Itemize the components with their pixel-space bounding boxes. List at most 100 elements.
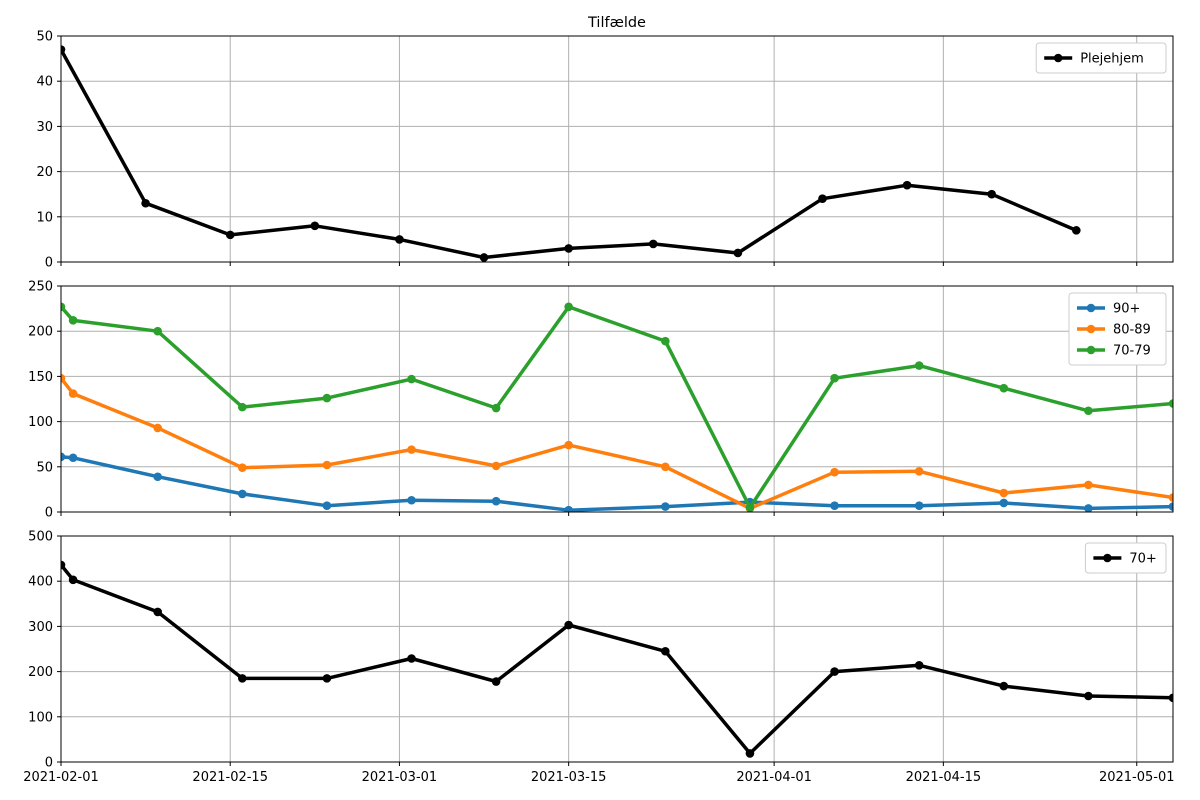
data-point — [238, 402, 247, 412]
data-point — [661, 502, 670, 511]
data-point — [999, 498, 1009, 508]
data-point — [1084, 480, 1093, 490]
plot-frame — [60, 285, 1174, 513]
legend: 90+ 80-89 70-79 — [1068, 292, 1167, 366]
data-point — [999, 488, 1009, 498]
x-tick-label: 2021-03-15 — [531, 770, 607, 785]
legend-box — [1035, 42, 1167, 74]
data-point — [238, 674, 247, 683]
data-point — [564, 620, 573, 630]
legend-label: Plejehjem — [1080, 52, 1144, 67]
grid-panel-3 — [60, 535, 1173, 763]
data-point — [902, 180, 912, 190]
y-tick-label: 0 — [45, 256, 53, 271]
data-point — [1084, 691, 1093, 701]
legend-label: 70+ — [1129, 552, 1156, 567]
y-tick-label: 200 — [28, 665, 53, 680]
grid-panel-2 — [60, 285, 1173, 513]
y-tick-label: 20 — [36, 165, 53, 180]
data-point — [238, 489, 247, 499]
data-point — [564, 244, 573, 253]
data-point — [61, 373, 66, 383]
panel-3: 0 100 200 300 400 500 2021-02-01 2021-02-15 2021… — [23, 530, 1175, 786]
data-point — [407, 495, 416, 505]
data-point — [407, 374, 416, 384]
data-point — [153, 607, 162, 617]
y-tick-label: 50 — [36, 460, 53, 475]
y-tick-label: 250 — [28, 280, 53, 295]
series-line-80-89 — [61, 377, 1173, 511]
grid-panel-1 — [60, 35, 1173, 263]
plot-frame — [60, 535, 1174, 763]
plot-frame — [60, 35, 1174, 263]
data-point — [61, 452, 66, 462]
data-point — [830, 373, 839, 383]
data-point — [141, 198, 150, 208]
data-point — [1084, 504, 1093, 512]
data-point — [818, 194, 827, 204]
data-point — [310, 221, 320, 231]
data-point — [999, 681, 1009, 691]
y-tick-label: 0 — [45, 506, 53, 521]
data-point — [564, 505, 573, 512]
data-point — [661, 646, 670, 656]
data-point — [322, 674, 332, 683]
y-tick-label: 500 — [28, 530, 53, 545]
y-tick-label: 100 — [28, 415, 53, 430]
data-point — [153, 423, 162, 433]
x-tick-label: 2021-02-15 — [192, 770, 268, 785]
data-point — [1084, 406, 1093, 416]
data-point — [1072, 226, 1081, 235]
data-point — [745, 503, 755, 512]
data-point — [153, 472, 162, 482]
y-tick-label: 300 — [28, 620, 53, 635]
legend-box — [1084, 542, 1167, 574]
y-tick-label: 150 — [28, 370, 53, 385]
data-point — [661, 462, 670, 472]
data-point — [68, 389, 78, 398]
data-point — [238, 463, 247, 473]
data-point — [1168, 502, 1173, 511]
y-tick-label: 200 — [28, 325, 53, 340]
data-point — [479, 253, 489, 262]
panels: 0 10 20 30 40 50 Plejehjem 0 50 100 150 200 250 90+ 80… — [23, 30, 1175, 786]
series-group — [61, 45, 1081, 262]
legend-label: 70-79 — [1113, 344, 1151, 359]
data-point — [999, 383, 1009, 393]
data-point — [564, 440, 573, 450]
data-point — [914, 467, 924, 476]
data-point — [407, 445, 416, 454]
data-point — [491, 496, 501, 506]
data-point — [68, 575, 78, 585]
data-point — [322, 501, 332, 510]
data-point — [914, 660, 924, 670]
y-tick-label: 0 — [45, 756, 53, 771]
y-tick-label: 400 — [28, 575, 53, 590]
y-tick-label: 30 — [36, 120, 53, 135]
panel-2: 0 50 100 150 200 250 90+ 80-89 70-79 — [28, 280, 1174, 521]
legend-marker — [1103, 553, 1112, 563]
data-point — [491, 461, 501, 471]
legend-marker — [1053, 53, 1063, 63]
x-tick-label: 2021-04-15 — [906, 770, 982, 785]
data-point — [914, 501, 924, 510]
legend-marker — [1086, 345, 1096, 355]
data-point — [987, 189, 996, 199]
panel-1: 0 10 20 30 40 50 Plejehjem — [36, 30, 1174, 271]
y-tick-label: 50 — [36, 30, 53, 45]
x-tick-label: 2021-05-01 — [1099, 770, 1175, 785]
data-point — [491, 403, 501, 413]
y-tick-label: 10 — [36, 210, 53, 225]
data-point — [322, 393, 332, 403]
data-point — [61, 302, 66, 312]
data-point — [225, 230, 235, 240]
data-point — [322, 460, 332, 470]
data-point — [61, 45, 66, 54]
x-tick-label: 2021-02-01 — [23, 770, 99, 785]
data-point — [733, 248, 743, 258]
x-tick-label: 2021-04-01 — [736, 770, 812, 785]
legend-marker — [1086, 303, 1096, 313]
data-point — [830, 467, 839, 477]
series-line-70-79 — [61, 305, 1173, 510]
